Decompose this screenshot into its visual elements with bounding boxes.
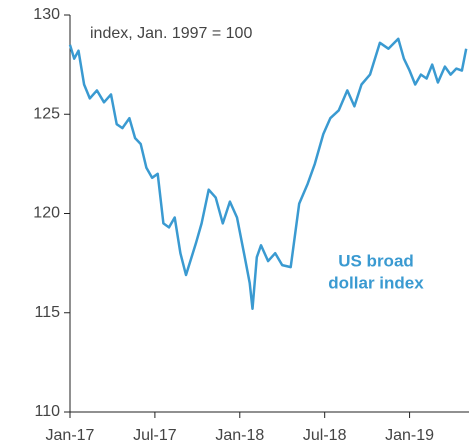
y-tick-label: 115 [34, 304, 60, 321]
data-line [68, 37, 468, 311]
x-tick-label: Jul-17 [133, 427, 177, 444]
x-tick-label: Jan-17 [46, 427, 95, 444]
y-tick-label: 120 [33, 205, 60, 222]
series-label: dollar index [328, 273, 424, 292]
y-tick-label: 125 [33, 105, 60, 122]
x-tick-label: Jan-19 [385, 427, 434, 444]
series-label: US broad [338, 251, 414, 270]
y-tick-label: 130 [33, 6, 60, 23]
x-tick-label: Jan-18 [215, 427, 264, 444]
subtitle: index, Jan. 1997 = 100 [90, 25, 252, 42]
x-tick-label: Jul-18 [303, 427, 347, 444]
y-tick-label: 110 [34, 403, 60, 420]
